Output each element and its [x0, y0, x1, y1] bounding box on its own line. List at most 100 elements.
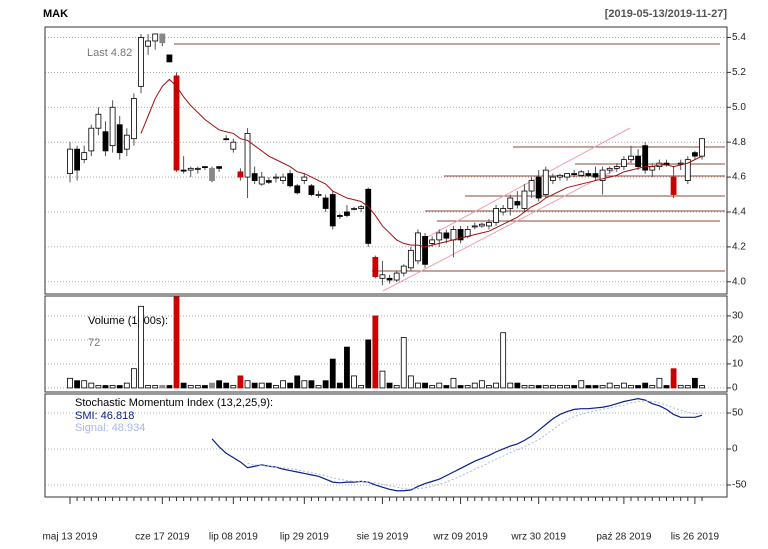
- candle-body: [549, 176, 556, 181]
- candle-body: [429, 239, 436, 244]
- candle-body: [280, 176, 286, 181]
- candle-body: [187, 167, 194, 171]
- volume-bar: [358, 385, 365, 389]
- candle-body: [649, 166, 656, 171]
- candle-body: [542, 169, 549, 195]
- volume-bar: [372, 315, 379, 389]
- candle-body: [287, 173, 294, 187]
- volume-bar: [521, 385, 528, 389]
- volume-bar: [493, 382, 499, 389]
- trend-channel: [421, 127, 631, 241]
- volume-bar: [336, 382, 343, 389]
- candle-body: [180, 169, 187, 172]
- volume-bar: [159, 385, 166, 389]
- volume-bar: [393, 385, 400, 389]
- volume-bar: [379, 370, 386, 389]
- candle-body: [642, 145, 649, 171]
- candle-body: [209, 167, 215, 181]
- candle-body: [443, 232, 450, 239]
- candle-body: [166, 54, 173, 63]
- candle-body: [138, 37, 144, 87]
- volume-bar: [635, 385, 641, 389]
- legend-entry: SMI: 46.818: [75, 410, 134, 422]
- smi-line: [247, 400, 703, 490]
- candle-body: [585, 173, 592, 176]
- volume-bar: [109, 385, 116, 389]
- volume-bar: [571, 385, 578, 389]
- candle-body: [216, 166, 223, 169]
- candle-body: [684, 159, 691, 181]
- candle-body: [74, 148, 81, 171]
- volume-bar: [74, 380, 81, 389]
- volume-bar: [606, 382, 613, 389]
- candle-body: [152, 33, 159, 42]
- volume-bar: [514, 382, 521, 389]
- candle-body: [471, 225, 478, 228]
- x-tick-label: lip 08 2019: [209, 532, 258, 543]
- volume-bar: [322, 380, 329, 389]
- volume-bar: [450, 377, 457, 389]
- last-price: Last 4.82: [87, 47, 132, 59]
- volume-bar: [308, 380, 315, 389]
- legend-entry: Signal: 48.934: [75, 422, 145, 434]
- candle-body: [677, 162, 684, 165]
- candle-body: [635, 155, 641, 168]
- candle-body: [308, 185, 315, 195]
- candle-body: [571, 173, 578, 175]
- volume-bar: [187, 385, 194, 389]
- candle-body: [315, 194, 322, 196]
- volume-bar: [578, 380, 585, 389]
- volume-bar: [265, 382, 272, 389]
- candle-body: [670, 176, 677, 195]
- candle-body: [194, 167, 201, 170]
- volume-bar: [173, 296, 180, 389]
- panel-frame: [44, 295, 728, 393]
- y-tick-label: 20: [732, 335, 744, 346]
- candle-body: [258, 176, 265, 185]
- candle-body: [202, 166, 208, 169]
- x-tick-label: paź 28 2019: [596, 532, 651, 543]
- candle-body: [691, 152, 698, 157]
- candle-body: [386, 277, 393, 281]
- volume-bar: [67, 377, 73, 389]
- candle-body: [251, 173, 258, 181]
- candle-body: [557, 174, 563, 178]
- candle-body: [223, 138, 230, 141]
- annotations: [174, 43, 725, 292]
- x-tick-label: lis 26 2019: [671, 532, 720, 543]
- volume-bar: [670, 368, 677, 389]
- candle-body: [173, 75, 180, 171]
- volume-bar: [351, 375, 357, 389]
- volume-bar: [620, 382, 627, 389]
- volume-bar: [500, 332, 507, 389]
- candle-body: [379, 274, 386, 279]
- smi-title: Stochastic Momentum Index (13,2,25,9):: [75, 397, 273, 409]
- candle-body: [244, 133, 251, 178]
- y-tick-label: 5.4: [732, 32, 746, 43]
- y-tick-label: 10: [732, 359, 744, 370]
- volume-bar: [407, 375, 414, 389]
- candle-body: [273, 176, 279, 179]
- candle-body: [415, 232, 421, 262]
- candle-body: [507, 197, 514, 209]
- volume-bar: [557, 385, 563, 389]
- candle-body: [457, 229, 464, 241]
- moving-average: [140, 78, 703, 248]
- y-tick-label: 4.4: [732, 207, 746, 218]
- volume-bar: [258, 382, 265, 389]
- candle-body: [407, 249, 414, 269]
- candle-body: [528, 180, 535, 192]
- candle-body: [464, 229, 471, 237]
- volume-bar: [123, 382, 130, 389]
- candle-body: [329, 194, 336, 227]
- candle-body: [592, 173, 599, 178]
- volume-last: 72: [88, 337, 100, 349]
- volume-bar: [585, 385, 592, 389]
- x-tick-label: cze 17 2019: [135, 532, 190, 543]
- candle-body: [599, 169, 606, 181]
- volume-bar: [535, 385, 542, 389]
- volume-bar: [649, 385, 656, 389]
- volume-bar: [95, 385, 102, 389]
- volume-bar: [244, 380, 251, 389]
- volume-bar: [400, 337, 407, 389]
